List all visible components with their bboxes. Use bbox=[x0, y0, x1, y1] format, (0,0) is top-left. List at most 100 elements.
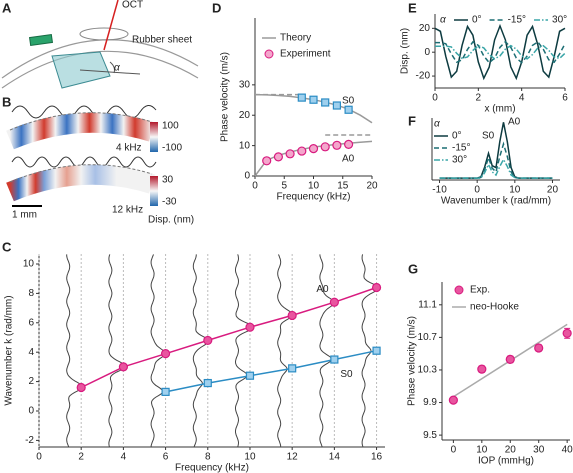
y-tick-label: 10 bbox=[239, 140, 251, 151]
legend-label: -15° bbox=[452, 143, 470, 154]
marker bbox=[562, 328, 572, 338]
marker bbox=[330, 355, 339, 364]
y-tick-label: -2 bbox=[25, 435, 34, 446]
x-tick-label: 10 bbox=[244, 452, 256, 463]
y-axis-label: Phase velocity (m/s) bbox=[220, 52, 231, 142]
marker bbox=[297, 146, 307, 156]
x-axis-label: Frequency (kHz) bbox=[277, 192, 351, 203]
y-tick-label: 30 bbox=[239, 79, 251, 90]
y-tick-label: -20 bbox=[416, 71, 431, 82]
x-tick-label: 0 bbox=[36, 452, 42, 463]
scan-ring bbox=[79, 27, 129, 41]
wave-trace bbox=[11, 156, 157, 168]
y-tick-label: 20 bbox=[419, 23, 431, 34]
marker bbox=[332, 101, 341, 110]
marker bbox=[285, 149, 295, 159]
frequency-label: 4 kHz bbox=[116, 143, 142, 154]
x-tick-label: 0 bbox=[451, 445, 457, 456]
panel-label: E bbox=[408, 0, 417, 15]
legend-label: -15° bbox=[508, 15, 526, 26]
spectrum bbox=[234, 254, 253, 448]
colorbar-min: -100 bbox=[162, 143, 182, 154]
x-tick-label: 10 bbox=[308, 181, 320, 192]
annotation: S0 bbox=[342, 96, 355, 107]
marker bbox=[309, 95, 318, 104]
colorbar-max: 100 bbox=[162, 121, 179, 132]
x-tick-label: 20 bbox=[505, 445, 517, 456]
legend-title: α bbox=[440, 15, 446, 26]
spectrum bbox=[108, 254, 126, 448]
series-label: A0 bbox=[316, 284, 329, 295]
surface-line bbox=[9, 112, 153, 131]
transducer bbox=[28, 33, 54, 47]
legend-item: Theory bbox=[262, 33, 311, 44]
x-tick-label: 10 bbox=[509, 185, 521, 196]
y-tick-label: 8 bbox=[28, 288, 34, 299]
x-axis-label: x (mm) bbox=[484, 104, 515, 115]
legend-label: Exp. bbox=[470, 285, 490, 296]
marker bbox=[297, 93, 306, 102]
y-tick-label: 4 bbox=[28, 347, 34, 358]
y-tick-label: 10.7 bbox=[418, 332, 438, 343]
x-axis-label: IOP (mmHg) bbox=[478, 456, 534, 467]
legend-item: 30° bbox=[434, 155, 467, 166]
x-tick-label: 0 bbox=[432, 93, 438, 104]
marker bbox=[344, 139, 354, 149]
series-label: S0 bbox=[340, 369, 353, 380]
legend-label: 0° bbox=[472, 15, 482, 26]
marker bbox=[273, 152, 283, 162]
x-tick-label: 20 bbox=[366, 181, 378, 192]
scale-bar-label: 1 mm bbox=[12, 210, 37, 221]
spectrum bbox=[66, 254, 84, 448]
x-tick-label: 0 bbox=[252, 181, 258, 192]
y-tick-label: 2 bbox=[28, 376, 34, 387]
legend-item: 0° bbox=[454, 15, 482, 26]
marker bbox=[505, 354, 515, 364]
panel-label: A bbox=[2, 0, 12, 15]
marker bbox=[245, 371, 255, 380]
series-line bbox=[165, 349, 377, 393]
marker bbox=[329, 297, 339, 307]
colorbar-max: 30 bbox=[162, 175, 174, 186]
colorbar bbox=[150, 122, 158, 152]
marker bbox=[332, 140, 342, 150]
legend-label: 30° bbox=[552, 15, 567, 26]
x-tick-label: 2 bbox=[476, 93, 482, 104]
colorbar-min: -30 bbox=[162, 197, 177, 208]
series-line bbox=[435, 40, 566, 64]
legend-item: -15° bbox=[489, 15, 526, 26]
marker bbox=[245, 322, 255, 332]
marker bbox=[448, 395, 458, 405]
y-axis-label: Disp. (nm) bbox=[400, 28, 411, 74]
y-tick-label: 0 bbox=[424, 47, 430, 58]
legend-label: neo-Hooke bbox=[470, 302, 519, 313]
x-tick-label: 12 bbox=[287, 452, 299, 463]
y-tick-label: 11.1 bbox=[418, 299, 437, 310]
x-tick-label: 6 bbox=[562, 93, 568, 104]
y-tick-label: 0 bbox=[244, 171, 250, 182]
panel-label: F bbox=[408, 113, 416, 128]
y-tick-label: 10.3 bbox=[418, 365, 438, 376]
series-line bbox=[80, 286, 377, 389]
x-tick-label: 30 bbox=[533, 445, 545, 456]
marker bbox=[372, 346, 381, 355]
marker bbox=[534, 343, 544, 353]
panel-label: C bbox=[2, 239, 12, 254]
y-tick-label: 9.5 bbox=[423, 430, 437, 441]
annotation: A0 bbox=[342, 154, 355, 165]
legend-item: 30° bbox=[534, 15, 567, 26]
oct-label: OCT bbox=[122, 0, 143, 11]
x-axis-label: Frequency (kHz) bbox=[175, 463, 249, 473]
x-tick-label: 5 bbox=[281, 181, 287, 192]
sheet-label: Rubber sheet bbox=[132, 35, 192, 46]
annotation: S0 bbox=[482, 131, 495, 142]
oct-beam bbox=[103, 0, 119, 51]
marker bbox=[262, 156, 272, 166]
marker bbox=[161, 387, 170, 396]
spectrum bbox=[192, 254, 210, 448]
marker bbox=[288, 364, 297, 373]
marker bbox=[371, 282, 382, 293]
x-tick-label: 4 bbox=[519, 93, 525, 104]
x-tick-label: 4 bbox=[121, 452, 127, 463]
x-tick-label: 16 bbox=[371, 452, 383, 463]
